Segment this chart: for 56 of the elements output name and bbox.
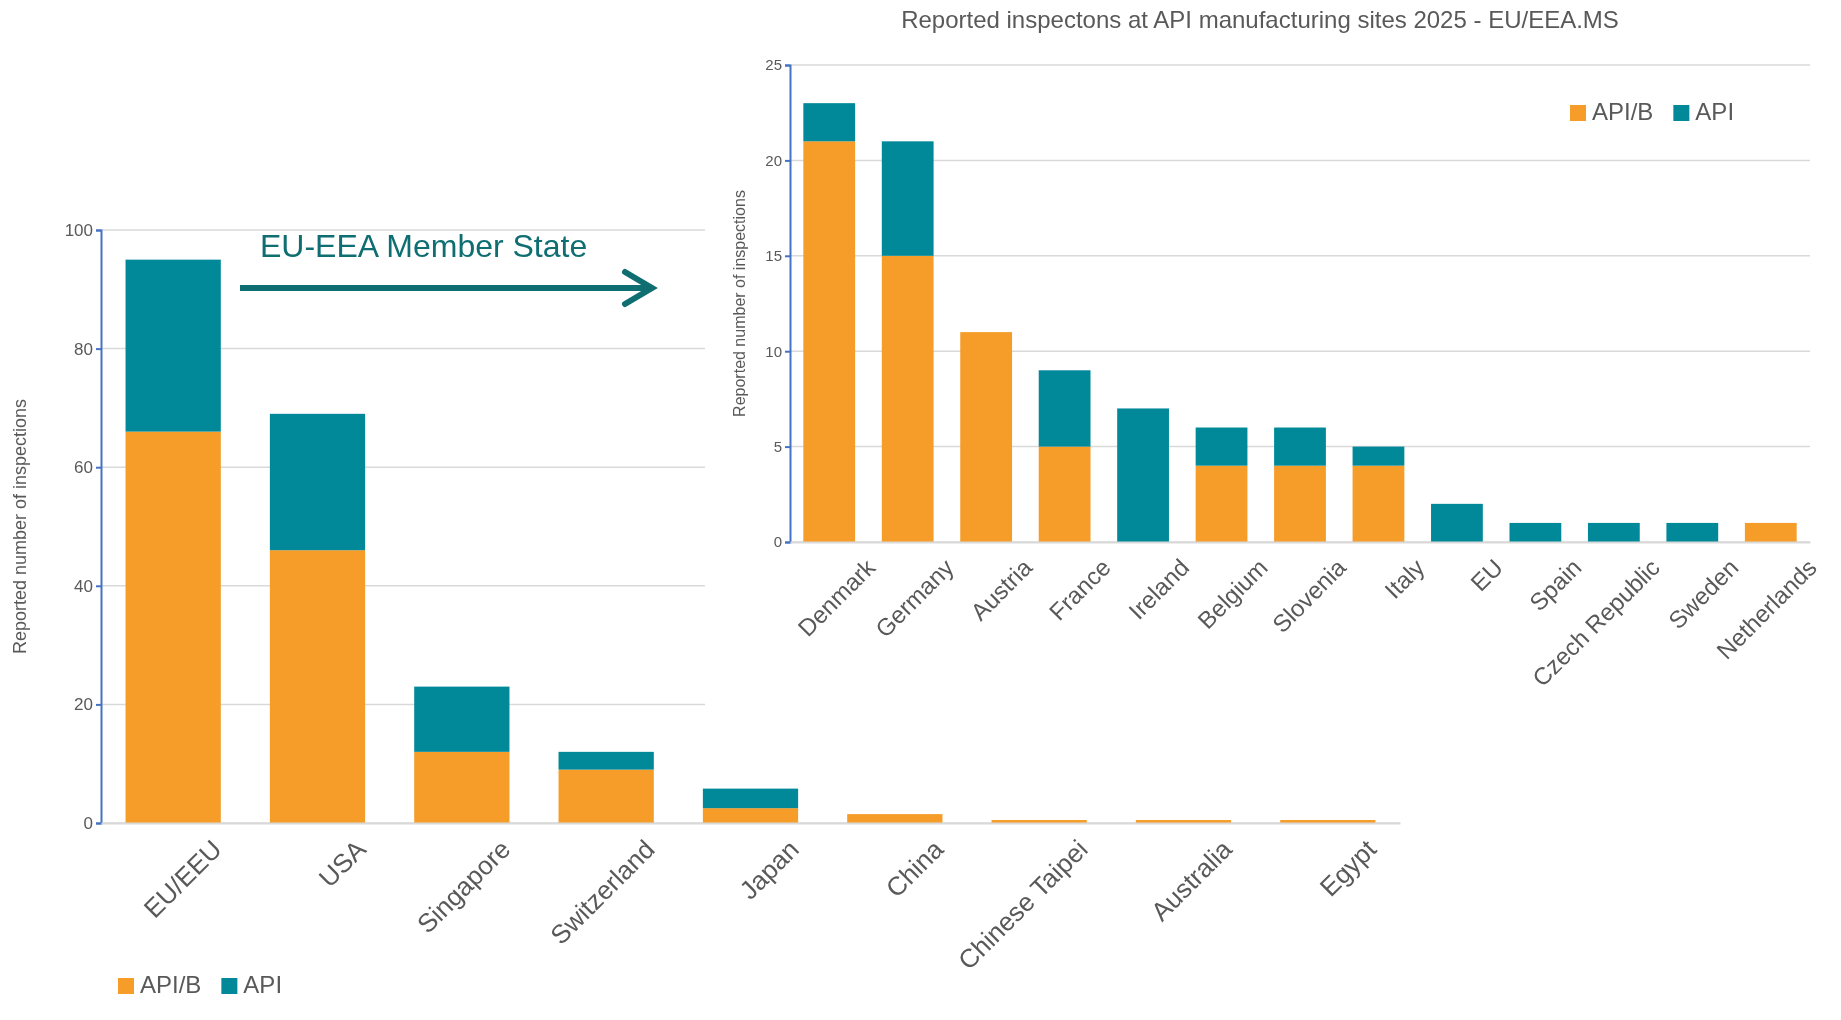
bar	[269, 550, 366, 823]
x-tick-label: EU	[1465, 553, 1508, 597]
y-tick-label: 20	[74, 695, 93, 715]
bar	[991, 820, 1087, 823]
y-tick-label: 60	[74, 458, 93, 478]
y-tick-label: 40	[74, 576, 93, 596]
bar	[847, 814, 943, 823]
bar	[1038, 370, 1091, 447]
bar	[1587, 522, 1640, 542]
bar	[881, 255, 934, 542]
bar	[702, 788, 799, 809]
y-tick-label: 25	[765, 56, 782, 74]
bar	[414, 751, 510, 823]
y-tick-label: 20	[765, 151, 782, 169]
bar	[125, 431, 221, 823]
y-tick-label: 15	[765, 247, 782, 265]
bar	[1274, 427, 1326, 466]
legend-label: API/B	[140, 971, 202, 998]
bar	[558, 751, 654, 770]
x-tick-label: USA	[312, 833, 373, 894]
annotation: EU-EEA Member State	[260, 228, 588, 264]
bar	[1195, 465, 1248, 542]
y-tick-label: 10	[765, 342, 782, 360]
bar	[1135, 820, 1232, 823]
bar	[1352, 446, 1405, 466]
y-tick-label: 0	[773, 533, 782, 551]
y-axis-title: Reported number of inspections	[731, 190, 748, 417]
x-tick-label: Italy	[1379, 553, 1430, 604]
bar	[803, 141, 856, 542]
bar	[803, 103, 856, 142]
y-axis-title: Reported number of inspections	[10, 398, 30, 655]
bar	[1117, 408, 1169, 542]
chart-title: Reported inspectons at API manufacturing sites 2025 - EU/EEA.MS	[901, 6, 1619, 33]
bar	[1038, 446, 1091, 542]
bar	[881, 141, 934, 256]
legend-label: API	[1695, 98, 1735, 125]
bar	[1195, 427, 1248, 466]
bar	[702, 808, 799, 823]
bar	[269, 413, 366, 551]
bar	[1666, 522, 1719, 542]
y-tick-label: 80	[74, 339, 93, 359]
bar	[1280, 820, 1376, 823]
bar	[1744, 522, 1797, 542]
bar	[960, 332, 1013, 542]
bar	[414, 686, 510, 752]
y-tick-label: 5	[773, 437, 782, 455]
legend-label: API/B	[1592, 98, 1654, 125]
bar	[558, 769, 654, 823]
bar	[1431, 503, 1483, 542]
bar	[125, 259, 221, 432]
y-tick-label: 100	[64, 220, 93, 240]
legend-label: API	[243, 971, 283, 998]
bar	[1352, 465, 1405, 542]
bar	[1274, 465, 1326, 542]
bar	[1509, 522, 1562, 542]
y-tick-label: 0	[83, 813, 93, 833]
